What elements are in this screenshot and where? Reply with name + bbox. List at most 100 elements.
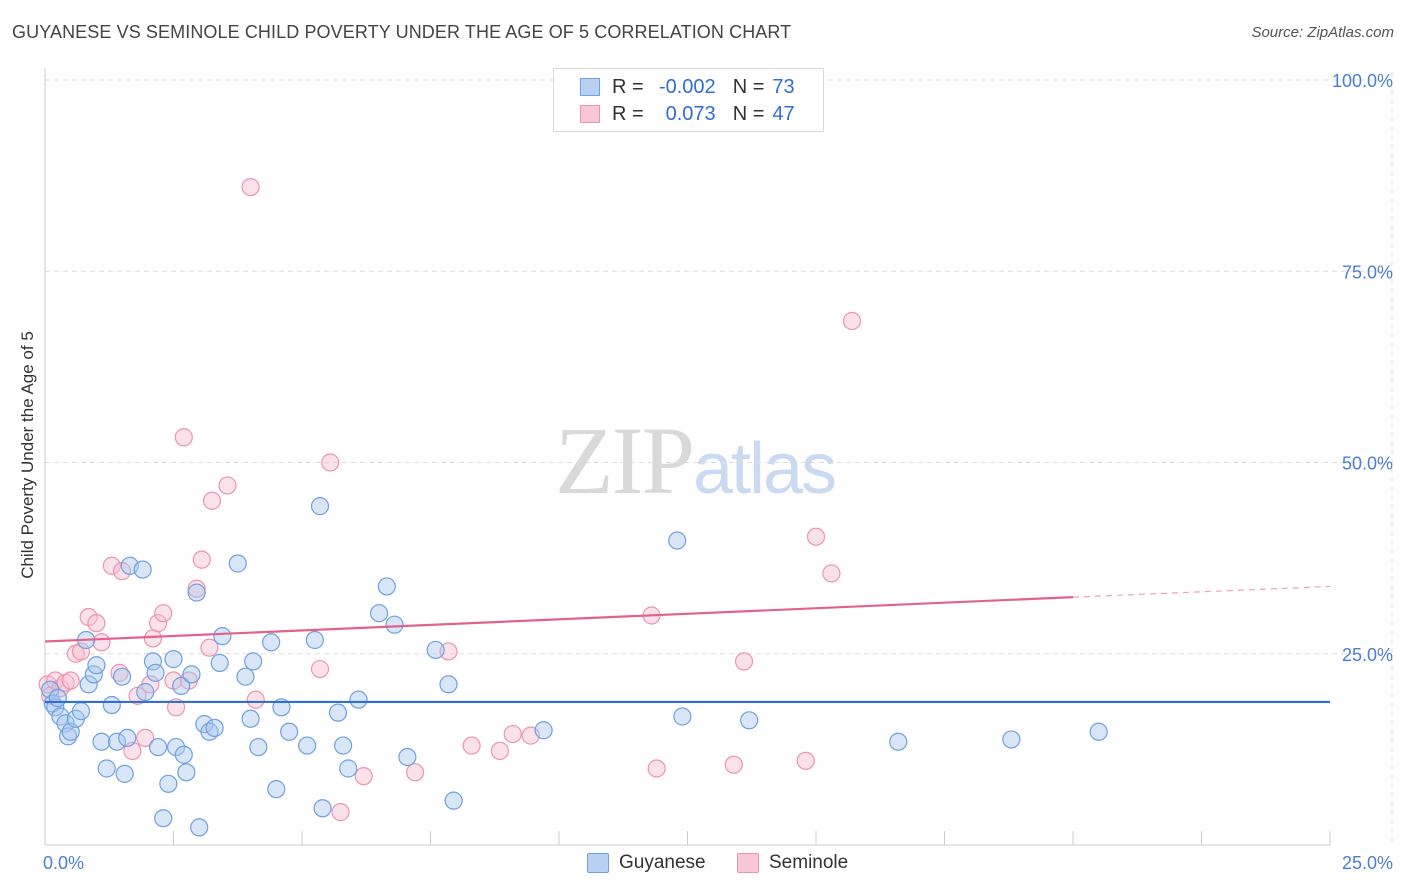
n-label: N = [732, 102, 765, 125]
y-tick-label: 50.0% [1342, 454, 1393, 474]
seminole-point [734, 652, 754, 671]
guyanese-point [339, 759, 358, 778]
seminole-point [405, 763, 425, 782]
guyanese-point [377, 577, 396, 596]
guyanese-point [133, 560, 152, 579]
guyanese-points [41, 497, 1108, 837]
guyanese-point [187, 583, 206, 602]
legend-item-guyanese[interactable]: Guyanese [587, 852, 706, 874]
seminole-point [331, 803, 350, 822]
guyanese-point [740, 711, 759, 730]
guyanese-point [370, 604, 389, 623]
seminole-points [38, 178, 862, 822]
seminole-point [310, 659, 330, 679]
guyanese-point [205, 718, 224, 738]
watermark-zip: ZIP [555, 407, 695, 514]
guyanese-point [79, 675, 98, 694]
guyanese-point [71, 702, 91, 721]
guyanese-point [182, 665, 201, 684]
x-tick-label: 25.0% [1342, 853, 1393, 873]
guyanese-point [236, 667, 255, 686]
legend-item-seminole[interactable]: Seminole [737, 852, 848, 874]
guyanese-point [210, 653, 229, 673]
guyanese-point [177, 763, 196, 782]
seminole-point [202, 491, 222, 510]
seminole-point [166, 698, 186, 717]
seminole-point [174, 428, 193, 447]
tick-labels: 25.0% 50.0% 75.0% 100.0% 0.0% 25.0% [43, 71, 1393, 873]
seminole-point [241, 178, 260, 197]
guyanese-point [146, 663, 165, 682]
guyanese-point [673, 707, 692, 726]
guyanese-point [102, 695, 121, 715]
chart-title: GUYANESE VS SEMINOLE CHILD POVERTY UNDER… [12, 22, 792, 42]
guyanese-point [97, 759, 116, 778]
guyanese-point [1002, 730, 1021, 749]
legend-row-seminole: R = 0.073 N = 47 [580, 101, 795, 127]
seminole-point [136, 728, 155, 748]
seminole-point [71, 642, 91, 661]
guyanese-point [166, 737, 186, 757]
guyanese-point [172, 676, 191, 695]
guyanese-point [174, 745, 193, 764]
seminole-point [724, 755, 743, 774]
guyanese-point [426, 640, 445, 660]
guyanese-swatch [580, 78, 600, 96]
guyanese-point [143, 652, 163, 671]
guyanese-point [228, 554, 247, 573]
guyanese-point [159, 774, 178, 793]
guyanese-point [213, 627, 232, 646]
n-value: 47 [772, 102, 795, 125]
guyanese-point [164, 650, 183, 669]
guyanese-point [305, 630, 324, 650]
guyanese-point [262, 633, 281, 652]
seminole-swatch [580, 105, 600, 123]
guyanese-point [118, 728, 137, 748]
seminole-point [92, 633, 111, 652]
guyanese-point [190, 818, 209, 837]
seminole-point [321, 453, 340, 472]
legend-row-guyanese: R = -0.002 N = 73 [580, 74, 795, 100]
r-label: R = [612, 75, 644, 98]
guyanese-point [280, 722, 299, 741]
guyanese-point [668, 531, 687, 550]
seminole-legend-swatch [737, 853, 759, 873]
guyanese-legend-swatch [587, 853, 609, 873]
r-label: R = [612, 102, 644, 125]
guyanese-point [328, 703, 348, 722]
seminole-point [61, 671, 80, 690]
seminole-point [200, 638, 219, 657]
guyanese-point [444, 791, 463, 810]
guyanese-point [244, 652, 263, 671]
guyanese-point [272, 698, 291, 717]
series-legend: Guyanese Seminole [0, 852, 1406, 878]
axis-layer [44, 68, 1331, 846]
r-value: -0.002 [658, 75, 716, 98]
seminole-point [462, 736, 481, 755]
guyanese-point [398, 747, 417, 767]
guyanese-point [48, 689, 67, 708]
seminole-point [354, 767, 373, 786]
n-label: N = [732, 75, 765, 98]
guyanese-point [298, 736, 317, 755]
guyanese-point [92, 732, 111, 751]
grid-layer [45, 72, 1393, 845]
guyanese-point [87, 656, 106, 675]
source-label: Source: ZipAtlas.com [1251, 24, 1394, 41]
seminole-point [148, 614, 168, 633]
guyanese-point [154, 809, 173, 828]
x-tick-label: 0.0% [43, 853, 84, 873]
legend-label: Seminole [769, 852, 849, 873]
guyanese-point [534, 721, 553, 740]
seminole-point [218, 476, 237, 495]
seminole-trend-line [44, 596, 1074, 643]
guyanese-point [136, 682, 155, 702]
y-tick-label: 100.0% [1332, 71, 1393, 91]
seminole-point [806, 527, 826, 546]
seminole-point [102, 556, 121, 575]
seminole-point [143, 629, 163, 648]
guyanese-point [349, 690, 368, 709]
seminole-point [246, 690, 265, 709]
seminole-point [154, 604, 173, 623]
